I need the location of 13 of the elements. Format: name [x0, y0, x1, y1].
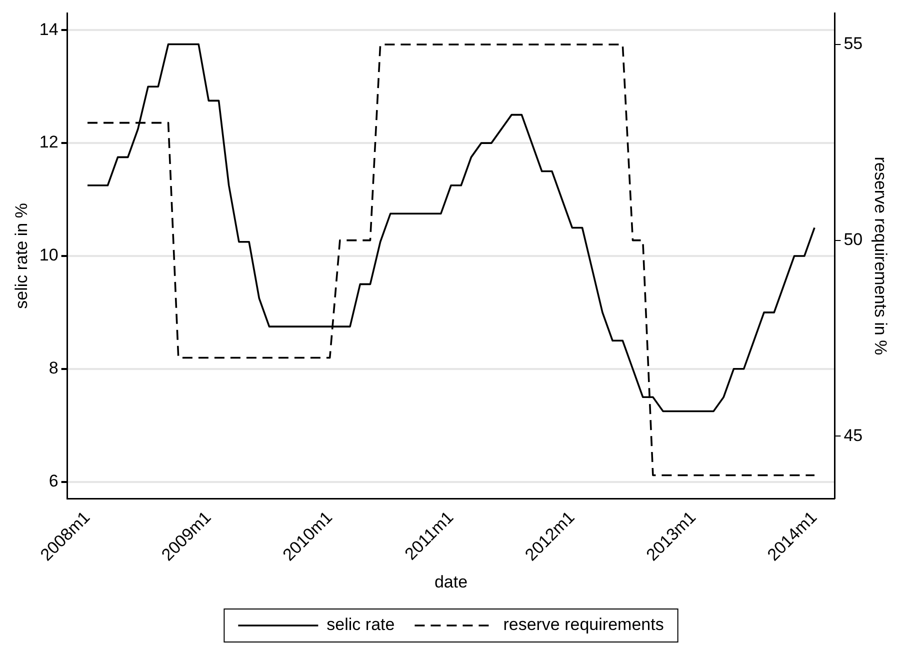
- y2-tick-label: 50: [844, 230, 863, 249]
- y-tick-label: 10: [39, 246, 58, 265]
- y2-axis-title: reserve requirements in %: [871, 156, 890, 356]
- y-tick-label: 8: [48, 358, 58, 378]
- y2-tick-label: 45: [844, 426, 863, 445]
- y2-tick-label: 55: [844, 34, 863, 54]
- x-axis-title: date: [434, 572, 468, 592]
- legend-label: selic rate: [326, 615, 395, 634]
- y-tick-label: 14: [39, 20, 58, 39]
- y-axis-title: selic rate in %: [12, 203, 31, 309]
- y-tick-label: 6: [48, 471, 58, 490]
- y-tick-label: 12: [39, 132, 58, 152]
- legend-label: reserve requirements: [503, 615, 664, 634]
